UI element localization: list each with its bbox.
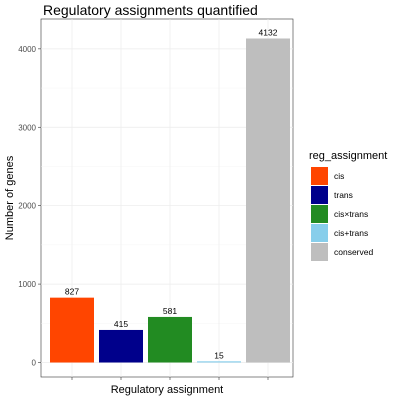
chart-title: Regulatory assignments quantified [43, 2, 258, 18]
legend: reg_assignment cis trans cis×trans cis+tran… [309, 150, 387, 261]
data-label: 415 [114, 319, 128, 329]
bar-4 [246, 38, 290, 363]
bar-3 [197, 361, 241, 363]
y-axis: 0 1000 2000 3000 4000 [18, 45, 41, 368]
legend-key [311, 224, 328, 242]
data-label: 15 [214, 350, 224, 360]
data-label: 827 [65, 287, 79, 297]
legend-label: trans [334, 190, 353, 200]
legend-key [311, 205, 328, 223]
legend-key [311, 167, 328, 185]
y-tick-label: 2000 [18, 202, 36, 211]
y-tick-label: 0 [32, 359, 37, 368]
y-tick-label: 4000 [18, 45, 36, 54]
bar-1 [99, 329, 143, 363]
y-axis-title: Number of genes [4, 155, 16, 240]
legend-label: conserved [334, 247, 373, 257]
y-tick-label: 1000 [18, 280, 36, 289]
data-label: 4132 [259, 28, 278, 38]
data-labels: 827 415 581 15 4132 [65, 28, 278, 361]
legend-title: reg_assignment [309, 150, 387, 162]
data-label: 581 [163, 306, 177, 316]
legend-key [311, 243, 328, 261]
legend-label: cis×trans [334, 209, 368, 219]
legend-label: cis [334, 171, 344, 181]
legend-label: cis+trans [334, 228, 368, 238]
x-axis [71, 377, 269, 380]
bars [50, 38, 290, 363]
y-tick-label: 3000 [18, 123, 36, 132]
x-axis-title: Regulatory assignment [111, 384, 224, 396]
bar-0 [50, 297, 94, 363]
legend-key [311, 186, 328, 204]
bar-2 [148, 316, 192, 363]
